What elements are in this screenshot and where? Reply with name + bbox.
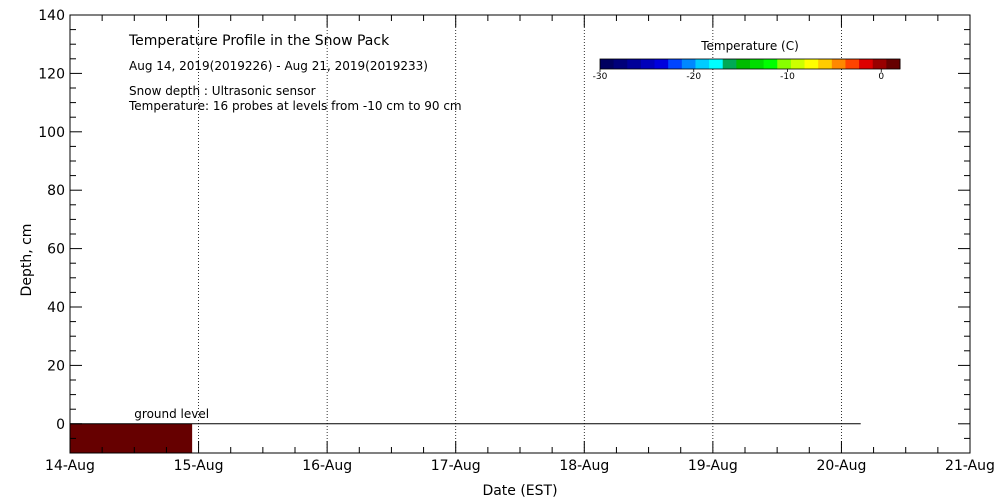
x-tick-labels: 14-Aug 15-Aug 16-Aug 17-Aug 18-Aug 19-Aug 20-A… <box>45 458 995 474</box>
colorbar-swatch-18 <box>845 59 860 69</box>
y-tick-label-40: 40 <box>47 300 65 316</box>
colorbar-swatch-17 <box>831 59 846 69</box>
chart-title: Temperature Profile in the Snow Pack <box>128 33 390 49</box>
x-tick-label-21-aug: 21-Aug <box>945 458 995 474</box>
x-tick-label-18-aug: 18-Aug <box>559 458 609 474</box>
x-tick-label-15-aug: 15-Aug <box>174 458 224 474</box>
colorbar-swatches <box>600 59 901 69</box>
colorbar-swatch-4 <box>654 59 669 69</box>
y-tick-label-60: 60 <box>47 242 65 258</box>
colorbar-swatch-0 <box>600 59 615 69</box>
colorbar-tick-label--30: -30 <box>593 72 608 82</box>
y-tick-labels: 0 20 40 60 80 100 120 140 <box>38 8 65 433</box>
y-tick-label-140: 140 <box>38 8 65 24</box>
x-tick-label-17-aug: 17-Aug <box>431 458 481 474</box>
grid-layer <box>198 15 842 453</box>
colorbar-swatch-11 <box>750 59 765 69</box>
colorbar-swatch-19 <box>859 59 874 69</box>
colorbar-swatch-12 <box>763 59 778 69</box>
colorbar-swatch-8 <box>709 59 724 69</box>
temperature-cells <box>70 423 193 453</box>
colorbar-tick-label-0: 0 <box>878 72 884 82</box>
x-tick-label-14-aug: 14-Aug <box>45 458 95 474</box>
note-temperature: Temperature: 16 probes at levels from -1… <box>128 99 462 113</box>
colorbar-swatch-9 <box>722 59 737 69</box>
y-tick-label-20: 20 <box>47 358 65 374</box>
x-tick-label-19-aug: 19-Aug <box>688 458 738 474</box>
colorbar-swatch-20 <box>872 59 887 69</box>
colorbar-swatch-1 <box>613 59 628 69</box>
chart-subtitle: Aug 14, 2019(2019226) - Aug 21, 2019(201… <box>129 59 428 73</box>
temperature-colorbar: Temperature (C) -30 -20 -10 0 <box>593 39 901 82</box>
ground-level-group: ground level <box>70 407 861 425</box>
colorbar-swatch-6 <box>681 59 696 69</box>
y-tick-label-120: 120 <box>38 66 65 82</box>
axis-ticks <box>69 14 971 454</box>
note-snow-depth: Snow depth : Ultrasonic sensor <box>129 84 316 98</box>
y-axis-title: Depth, cm <box>19 224 35 297</box>
y-tick-label-0: 0 <box>56 417 65 433</box>
colorbar-swatch-16 <box>818 59 833 69</box>
colorbar-swatch-14 <box>790 59 806 69</box>
colorbar-title: Temperature (C) <box>700 39 799 53</box>
colorbar-swatch-2 <box>627 59 642 69</box>
colorbar-ticks: -30 -20 -10 0 <box>593 69 884 82</box>
colorbar-swatch-3 <box>640 59 656 69</box>
plot-frame <box>69 14 971 454</box>
colorbar-swatch-21 <box>886 59 901 69</box>
colorbar-swatch-10 <box>736 59 751 69</box>
x-tick-label-20-aug: 20-Aug <box>816 458 866 474</box>
y-tick-label-100: 100 <box>38 125 65 141</box>
ground-level-label: ground level <box>134 407 209 421</box>
temperature-cell-0 <box>70 423 193 453</box>
colorbar-tick-label--20: -20 <box>686 72 701 82</box>
colorbar-swatch-7 <box>695 59 710 69</box>
x-axis-title: Date (EST) <box>482 483 557 499</box>
colorbar-swatch-5 <box>668 59 683 69</box>
colorbar-frame <box>599 58 901 70</box>
colorbar-swatch-13 <box>777 59 792 69</box>
colorbar-tick-label--10: -10 <box>780 72 795 82</box>
colorbar-swatch-15 <box>804 59 819 69</box>
x-tick-label-16-aug: 16-Aug <box>302 458 352 474</box>
y-tick-label-80: 80 <box>47 183 65 199</box>
